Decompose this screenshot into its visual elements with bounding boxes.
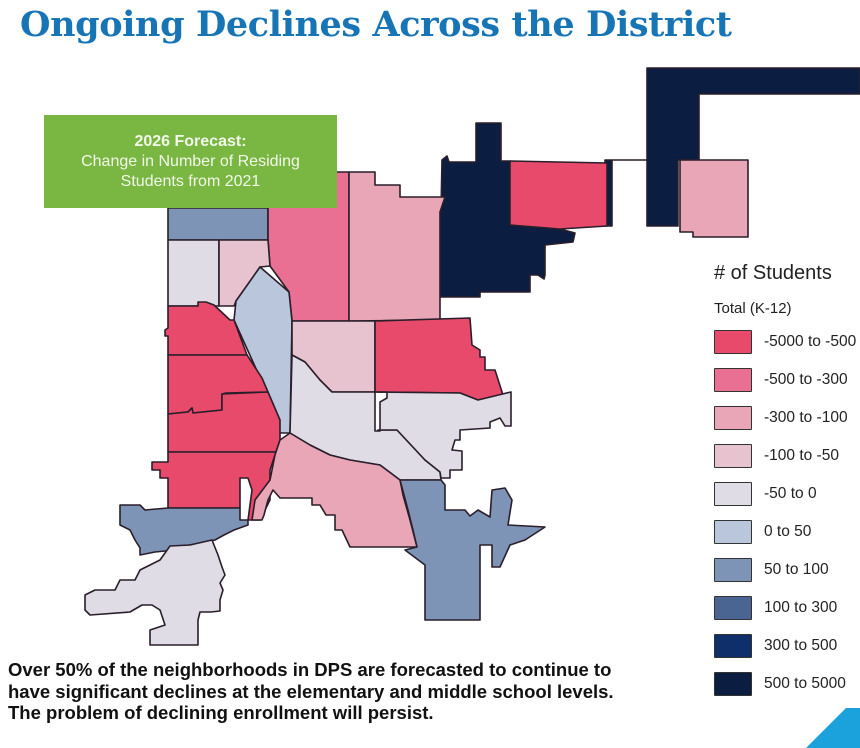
legend-label: 500 to 5000 [764,675,846,692]
legend-item: -100 to -50 [714,442,856,470]
legend-item: 300 to 500 [714,632,856,660]
neighborhood-west-red-3[interactable] [167,391,281,453]
legend-swatch [714,482,752,506]
choropleth-map [84,67,860,646]
legend-title: # of Students [714,262,832,284]
legend-swatch [714,330,752,354]
neighborhood-west-upper-left[interactable] [167,239,220,307]
legend-swatch [714,558,752,582]
legend-item: -5000 to -500 [714,328,856,356]
neighborhood-north-central-light[interactable] [348,171,446,322]
legend-label: 300 to 500 [764,637,838,654]
legend-subtitle: Total (K-12) [714,300,792,317]
legend-label: 0 to 50 [764,523,812,540]
forecast-line-1: Change in Number of Residing [81,152,300,170]
forecast-info-box: 2026 Forecast: Change in Number of Resid… [44,115,337,208]
legend-item: 500 to 5000 [714,670,856,698]
legend-swatch [714,672,752,696]
neighborhood-east-band[interactable] [374,391,512,479]
legend-item: 100 to 300 [714,594,856,622]
legend-item: -500 to -300 [714,366,856,394]
legend-label: -100 to -50 [764,447,839,464]
legend-label: -300 to -100 [764,409,848,426]
legend-label: 50 to 100 [764,561,829,578]
neighborhood-far-southwest[interactable] [84,539,226,646]
legend-swatch [714,596,752,620]
neighborhood-west-red-1[interactable] [164,301,248,356]
legend-item: -300 to -100 [714,404,856,432]
caption-text: Over 50% of the neighborhoods in DPS are… [8,659,614,723]
legend-swatch [714,444,752,468]
legend-swatch [714,520,752,544]
legend-item: 0 to 50 [714,518,856,546]
legend-label: 100 to 300 [764,599,838,616]
legend-label: -50 to 0 [764,485,817,502]
legend-swatch [714,406,752,430]
forecast-heading: 2026 Forecast: [134,132,247,150]
neighborhood-northwest-top[interactable] [167,207,269,241]
neighborhood-east-red[interactable] [374,317,504,401]
page-title: Ongoing Declines Across the District [20,4,732,45]
legend-label: -500 to -300 [764,371,848,388]
neighborhood-far-east[interactable] [679,159,749,238]
legend-item: 50 to 100 [714,556,856,584]
forecast-line-2: Students from 2021 [120,172,261,190]
neighborhood-south-central[interactable] [251,432,418,548]
neighborhood-northeast[interactable] [509,160,608,230]
legend-swatch [714,634,752,658]
legend-swatch [714,368,752,392]
neighborhood-southwest[interactable] [119,504,249,556]
legend-label: -5000 to -500 [764,333,857,350]
neighborhood-southeast[interactable] [399,479,546,621]
map-legend: # of Students Total (K-12) -5000 to -500… [714,262,856,708]
legend-item: -50 to 0 [714,480,856,508]
